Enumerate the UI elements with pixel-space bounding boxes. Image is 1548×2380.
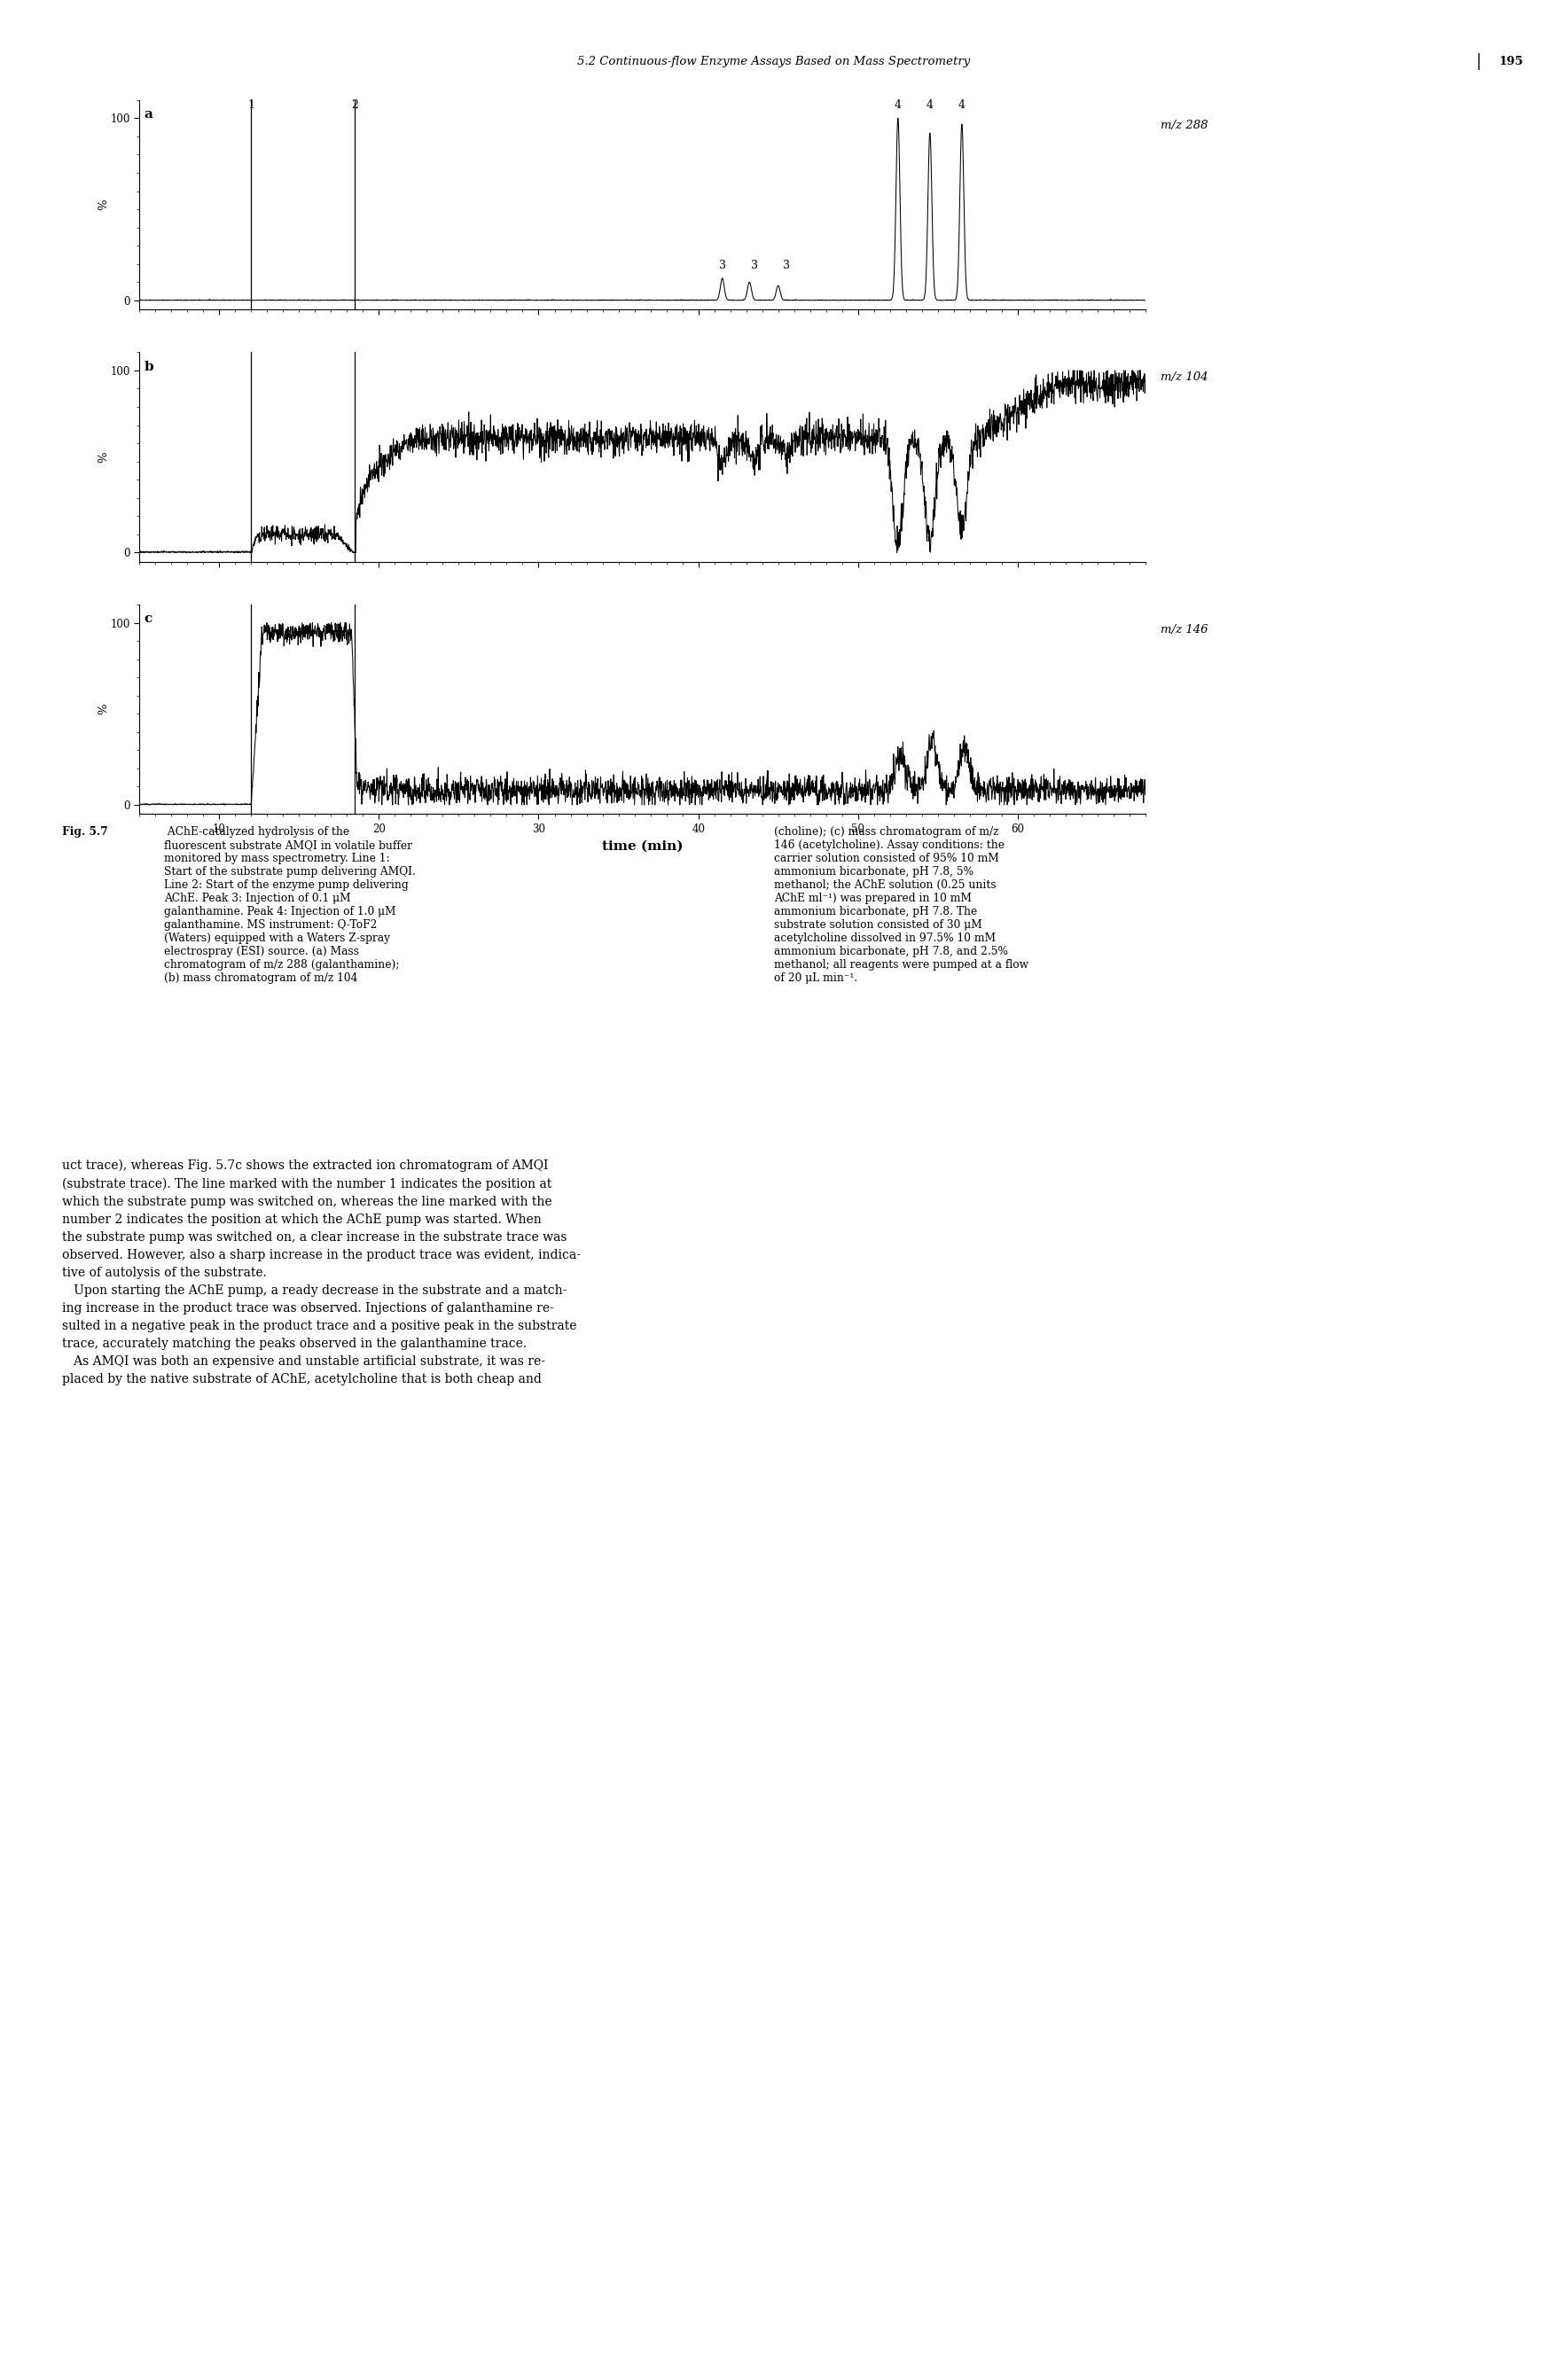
X-axis label: time (min): time (min) <box>602 840 683 852</box>
Text: m/z 146: m/z 146 <box>1161 624 1207 635</box>
Text: AChE-catalyzed hydrolysis of the
fluorescent substrate AMQI in volatile buffer
m: AChE-catalyzed hydrolysis of the fluores… <box>164 826 416 983</box>
Text: 4: 4 <box>958 100 966 112</box>
Text: b: b <box>144 362 153 374</box>
Text: 5.2 Continuous-flow Enzyme Assays Based on Mass Spectrometry: 5.2 Continuous-flow Enzyme Assays Based … <box>577 57 971 67</box>
Text: c: c <box>144 614 153 626</box>
Text: Fig. 5.7: Fig. 5.7 <box>62 826 108 838</box>
Text: 4: 4 <box>895 100 901 112</box>
Text: 195: 195 <box>1498 57 1523 67</box>
Text: 2: 2 <box>351 100 359 112</box>
Text: 3: 3 <box>751 259 759 271</box>
Text: m/z 104: m/z 104 <box>1161 371 1207 383</box>
Text: m/z 288: m/z 288 <box>1161 119 1207 131</box>
Text: 3: 3 <box>783 259 789 271</box>
Text: 3: 3 <box>718 259 726 271</box>
Y-axis label: %: % <box>98 452 108 462</box>
Text: a: a <box>144 109 153 121</box>
Text: 4: 4 <box>926 100 933 112</box>
Text: |: | <box>1475 52 1481 71</box>
Text: (choline); (c) mass chromatogram of m/z
146 (acetylcholine). Assay conditions: t: (choline); (c) mass chromatogram of m/z … <box>774 826 1028 983</box>
Text: 1: 1 <box>248 100 255 112</box>
Y-axis label: %: % <box>98 200 108 209</box>
Text: uct trace), whereas Fig. 5.7c shows the extracted ion chromatogram of AMQI
(subs: uct trace), whereas Fig. 5.7c shows the … <box>62 1159 581 1385</box>
Y-axis label: %: % <box>98 704 108 714</box>
